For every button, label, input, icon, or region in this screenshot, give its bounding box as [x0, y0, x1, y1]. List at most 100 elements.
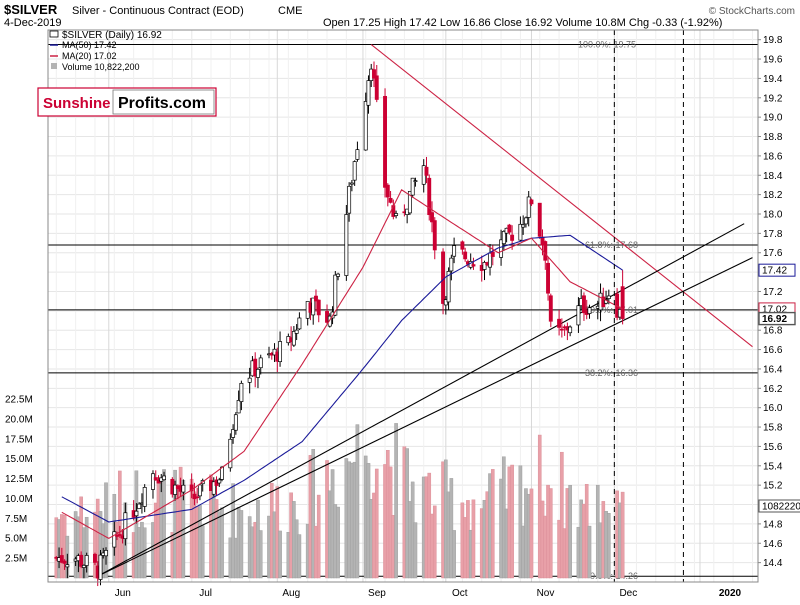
time-tick-label: Dec [619, 588, 637, 599]
candle-body [449, 257, 454, 272]
candle-body [142, 487, 147, 507]
candle-body [518, 223, 523, 241]
candle-body [291, 331, 296, 346]
candle-body [153, 477, 158, 481]
candle-body [256, 368, 260, 378]
volume-label: Volume [555, 17, 592, 29]
volume-bar [134, 470, 139, 579]
candle-body [352, 161, 357, 181]
candle-body [424, 166, 429, 176]
price-badge-box [758, 499, 800, 513]
fib-label: 61.8%: 17.68 [585, 240, 638, 250]
volume-bar [311, 449, 316, 579]
logo-part2: Profits.com [118, 95, 206, 112]
volume-bar [336, 506, 340, 579]
price-tick-label: 16.4 [763, 364, 783, 375]
candle-body [247, 377, 252, 383]
time-tick-label: Sep [368, 588, 386, 599]
volume-tick-label: 2.5M [5, 554, 27, 565]
volume-tick-label: 20.0M [5, 414, 33, 425]
price-tick-label: 17.8 [763, 229, 783, 240]
legend-ma50: MA(50) 17.42 [62, 40, 117, 50]
candle-body [211, 481, 216, 495]
candle-body [490, 251, 495, 257]
low-value: 16.86 [463, 17, 491, 29]
candle-body [79, 554, 84, 567]
volume-bar [607, 513, 611, 579]
candle-body [231, 429, 236, 438]
time-tick-label: Aug [282, 588, 300, 599]
price-tick-label: 14.6 [763, 539, 783, 550]
time-tick-label: Jun [115, 588, 131, 599]
candle-body [363, 101, 368, 151]
candle-body [297, 317, 302, 330]
candle-body [197, 484, 202, 497]
ohlc-readout: Open 17.25 High 17.42 Low 16.86 Close 16… [323, 17, 722, 29]
legend-volume: Volume 10,822,200 [62, 62, 140, 72]
close-value: 16.92 [525, 17, 553, 29]
price-badge-label: 17.42 [762, 266, 787, 277]
candle-body [543, 241, 548, 261]
candle-body [98, 554, 103, 580]
price-badge-label: 17.02 [762, 304, 787, 315]
candle-body [432, 220, 437, 251]
candle-body [548, 295, 553, 322]
chart-symbol: $SILVER [4, 2, 58, 17]
candle-body [134, 510, 139, 517]
volume-bar [620, 491, 625, 579]
candle-body [526, 196, 531, 218]
price-badge-box [758, 311, 796, 326]
volume-bar [316, 494, 321, 579]
volume-tick-label: 17.5M [5, 434, 33, 445]
volume-bar [394, 423, 398, 579]
volume-bar [374, 468, 379, 579]
price-tick-label: 17.2 [763, 287, 783, 298]
candle-body [253, 358, 258, 377]
candle-body [521, 224, 526, 228]
time-axis: Jun Jul Aug Sep Oct Nov Dec 2020 [115, 588, 742, 599]
volume-tick-label: 7.5M [5, 514, 27, 525]
candle-body [443, 299, 448, 306]
candle-body [510, 234, 515, 241]
time-tick-label: Oct [452, 588, 468, 599]
price-badge-label: 10822200 [762, 502, 800, 513]
price-tick-label: 17.6 [763, 248, 783, 259]
price-tick-label: 15.8 [763, 423, 783, 434]
candle-body [112, 531, 117, 548]
candle-body [366, 80, 371, 106]
candle-body [314, 295, 318, 302]
volume-bar [452, 530, 456, 579]
price-tick-label: 19.8 [763, 35, 783, 46]
trendlines [97, 44, 753, 577]
moving-averages [61, 189, 623, 540]
high-label: High [384, 17, 407, 29]
high-value: 17.42 [409, 17, 437, 29]
price-tick-label: 14.8 [763, 519, 783, 530]
vertical-markers [613, 30, 684, 582]
time-tick-label: 2020 [719, 588, 742, 599]
candle-body [162, 475, 166, 481]
fib-label: 100.0%: 19.75 [578, 40, 636, 50]
trendline-support-2 [97, 257, 753, 577]
sunshine-profits-logo: Sunshine Profits.com [37, 87, 217, 117]
candle-body [228, 438, 233, 469]
time-tick-label: Jul [199, 588, 212, 599]
time-tick-label: Nov [537, 588, 555, 599]
legend-price: $SILVER (Daily) 16.92 [62, 30, 162, 41]
volume-bar [220, 507, 224, 579]
candle-body [374, 75, 379, 100]
candle-body [181, 484, 186, 493]
candle-body [333, 274, 338, 316]
price-tick-label: 14.4 [763, 558, 783, 569]
volume-bar [413, 522, 418, 579]
price-tick-label: 19.6 [763, 55, 783, 66]
legend-swatch-price [49, 30, 59, 38]
candle-body [546, 262, 550, 294]
price-tick-label: 18.6 [763, 151, 783, 162]
volume-bar [162, 469, 166, 579]
chart-date: 4-Dec-2019 [4, 17, 61, 29]
trendline-support-1 [97, 223, 745, 577]
candle-body [311, 297, 316, 316]
price-tick-label: 16.0 [763, 403, 783, 414]
